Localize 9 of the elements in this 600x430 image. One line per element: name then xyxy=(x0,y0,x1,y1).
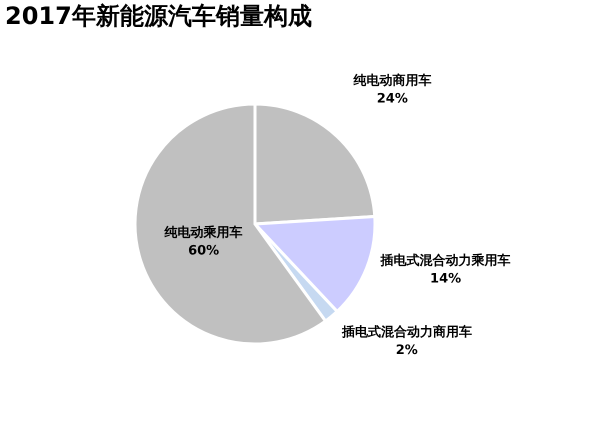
data-label: 60% xyxy=(188,244,220,259)
slice-label: 纯电动商用车 xyxy=(352,72,432,88)
data-label: 2% xyxy=(396,342,418,358)
data-label: 24% xyxy=(376,91,408,106)
slice-label: 插电式混合动力商用车 xyxy=(340,324,472,340)
slice-label: 插电式混合动力乘用车 xyxy=(380,252,511,269)
slice-label: 纯电动乘用车 xyxy=(164,224,243,241)
chart-title: 2017年新能源汽车销量构成 xyxy=(5,2,312,30)
data-label: 14% xyxy=(430,272,462,287)
